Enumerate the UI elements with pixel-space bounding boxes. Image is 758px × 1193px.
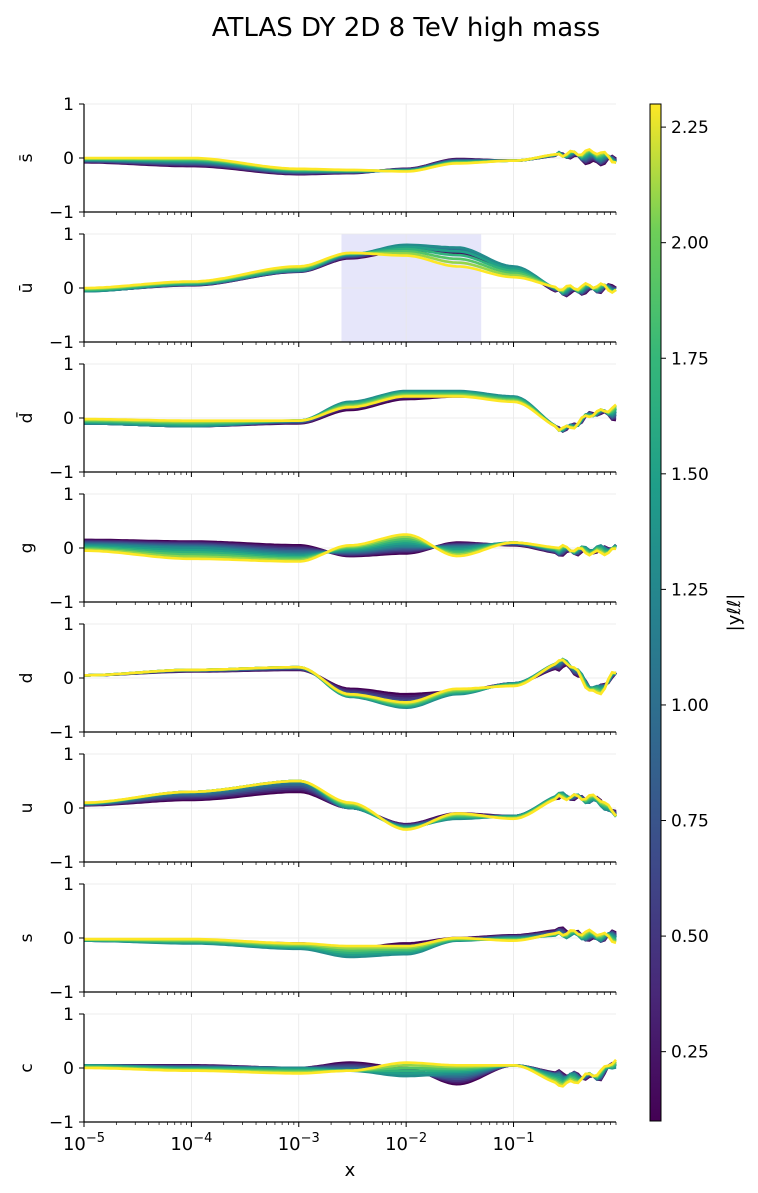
series-line bbox=[84, 251, 617, 295]
colorbar-tick-label: 1.75 bbox=[671, 349, 709, 369]
series-line bbox=[84, 147, 617, 173]
y-tick-label: 1 bbox=[63, 745, 74, 765]
y-tick-label: 0 bbox=[63, 669, 74, 689]
y-tick-label: −1 bbox=[49, 593, 74, 613]
y-tick-label: 1 bbox=[63, 485, 74, 505]
panels-group: 1 0 −1 s̄ 1 0 −1 ū 1 0 −1 d̄ 1 0 −1 g 1 0 −1 d 1 0 −1 u 1 0 −1 s 1 0 −… bbox=[15, 95, 618, 1133]
x-tick-label: 10−5 bbox=[63, 1131, 105, 1155]
series-line bbox=[84, 658, 617, 704]
y-tick-label: −1 bbox=[49, 1113, 74, 1133]
colorbar-tick-label: 1.00 bbox=[671, 696, 709, 716]
colorbar-label: |yℓℓ| bbox=[724, 594, 745, 632]
colorbar-tick-label: 2.25 bbox=[671, 118, 709, 138]
chart-title: ATLAS DY 2D 8 TeV high mass bbox=[212, 13, 600, 43]
y-tick-label: 1 bbox=[63, 615, 74, 635]
series-line bbox=[84, 658, 617, 707]
colorbar-tick-label: 0.75 bbox=[671, 812, 709, 832]
y-tick-label: −1 bbox=[49, 723, 74, 743]
series-line bbox=[84, 779, 618, 831]
panel-label: d̄ bbox=[15, 412, 37, 424]
y-tick-label: 1 bbox=[63, 95, 74, 115]
series-line bbox=[84, 395, 617, 432]
panel-label: u bbox=[17, 803, 37, 814]
colorbar-tick-label: 1.25 bbox=[671, 580, 709, 600]
y-tick-label: 0 bbox=[63, 409, 74, 429]
y-tick-label: 1 bbox=[63, 225, 74, 245]
x-tick-label: 10−1 bbox=[492, 1131, 534, 1155]
y-tick-label: 0 bbox=[63, 1059, 74, 1079]
panel-3: 1 0 −1 d̄ bbox=[15, 355, 617, 483]
panel-label: ū bbox=[17, 283, 37, 294]
panel-label: c bbox=[17, 1063, 37, 1072]
panel-label: g bbox=[17, 543, 37, 554]
colorbar-tick-label: 2.00 bbox=[671, 234, 709, 254]
series-line bbox=[84, 657, 617, 710]
y-tick-label: 0 bbox=[63, 539, 74, 559]
panel-label: s̄ bbox=[17, 153, 37, 162]
panel-6: 1 0 −1 u bbox=[17, 745, 618, 873]
x-axis: 10−5 10−4 10−3 10−2 10−1 bbox=[63, 1131, 535, 1155]
colorbar-gradient bbox=[649, 103, 662, 1122]
y-tick-label: 0 bbox=[63, 929, 74, 949]
series-line bbox=[84, 657, 617, 707]
panel-5: 1 0 −1 d bbox=[17, 615, 618, 743]
panel-1: 1 0 −1 s̄ bbox=[17, 95, 617, 223]
y-tick-label: −1 bbox=[49, 333, 74, 353]
panel-8: 1 0 −1 c bbox=[17, 1005, 617, 1133]
series-line bbox=[84, 928, 617, 948]
y-tick-label: −1 bbox=[49, 463, 74, 483]
y-tick-label: 0 bbox=[63, 279, 74, 299]
panel-label: s bbox=[17, 933, 37, 942]
series-line bbox=[84, 150, 617, 173]
y-tick-label: −1 bbox=[49, 853, 74, 873]
panel-7: 1 0 −1 s bbox=[17, 875, 617, 1003]
y-tick-label: 1 bbox=[63, 875, 74, 895]
y-tick-label: −1 bbox=[49, 203, 74, 223]
panel-4: 1 0 −1 g bbox=[17, 485, 617, 613]
colorbar: 0.25 0.50 0.75 1.00 1.25 1.50 1.75 2.00 2.25 |yℓℓ… bbox=[649, 103, 745, 1122]
series-line bbox=[84, 150, 617, 173]
panel-2: 1 0 −1 ū bbox=[17, 225, 617, 353]
series-line bbox=[84, 533, 616, 563]
y-tick-label: 0 bbox=[63, 149, 74, 169]
series-line bbox=[84, 779, 618, 831]
x-tick-label: 10−4 bbox=[170, 1131, 212, 1155]
series-line bbox=[84, 657, 617, 708]
panel-label: d bbox=[17, 673, 37, 684]
x-tick-label: 10−2 bbox=[385, 1131, 427, 1155]
colorbar-tick-label: 1.50 bbox=[671, 465, 709, 485]
x-axis-label: x bbox=[345, 1160, 356, 1181]
x-tick-label: 10−3 bbox=[278, 1131, 320, 1155]
y-tick-label: 1 bbox=[63, 355, 74, 375]
y-tick-label: −1 bbox=[49, 983, 74, 1003]
colorbar-tick-label: 0.50 bbox=[671, 927, 709, 947]
series-line bbox=[84, 1058, 617, 1088]
colorbar-tick-label: 0.25 bbox=[671, 1043, 709, 1063]
y-tick-label: 1 bbox=[63, 1005, 74, 1025]
y-tick-label: 0 bbox=[63, 799, 74, 819]
